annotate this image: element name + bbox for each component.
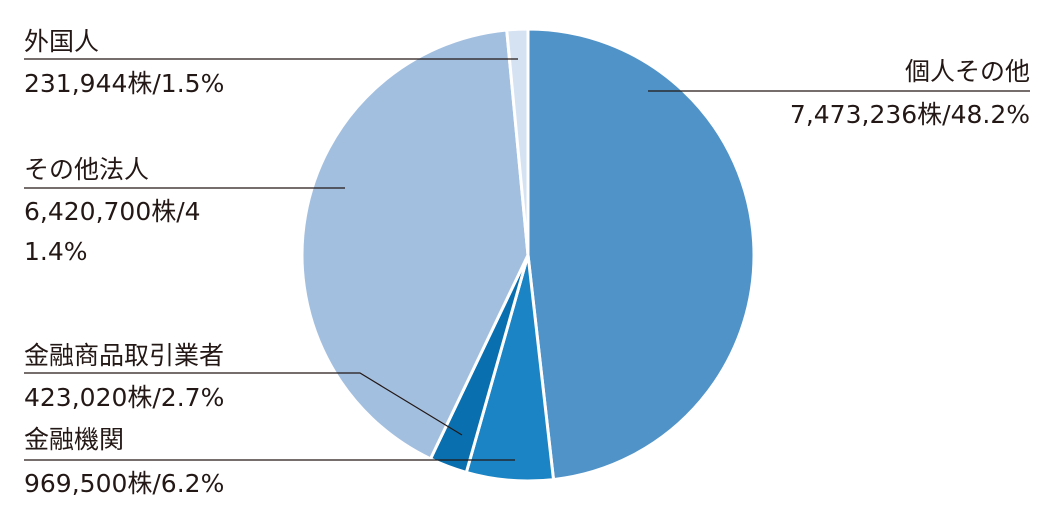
category-label: 金融商品取引業者 xyxy=(24,341,225,370)
value-label: 231,944株/1.5% xyxy=(24,69,225,98)
category-label: その他法人 xyxy=(24,155,150,184)
leader-line xyxy=(24,372,463,436)
value-label: 969,500株/6.2% xyxy=(24,469,225,498)
pie-slice xyxy=(526,27,756,482)
pie-slice xyxy=(505,27,530,256)
value-label: 6,420,700株/41.4% xyxy=(24,197,201,266)
value-label: 423,020株/2.7% xyxy=(24,383,225,412)
pie-slice xyxy=(300,28,530,461)
category-label: 外国人 xyxy=(24,27,100,56)
value-label: 7,473,236株/48.2% xyxy=(789,100,1030,129)
category-label: 個人その他 xyxy=(904,57,1030,86)
category-label: 金融機関 xyxy=(24,425,125,454)
